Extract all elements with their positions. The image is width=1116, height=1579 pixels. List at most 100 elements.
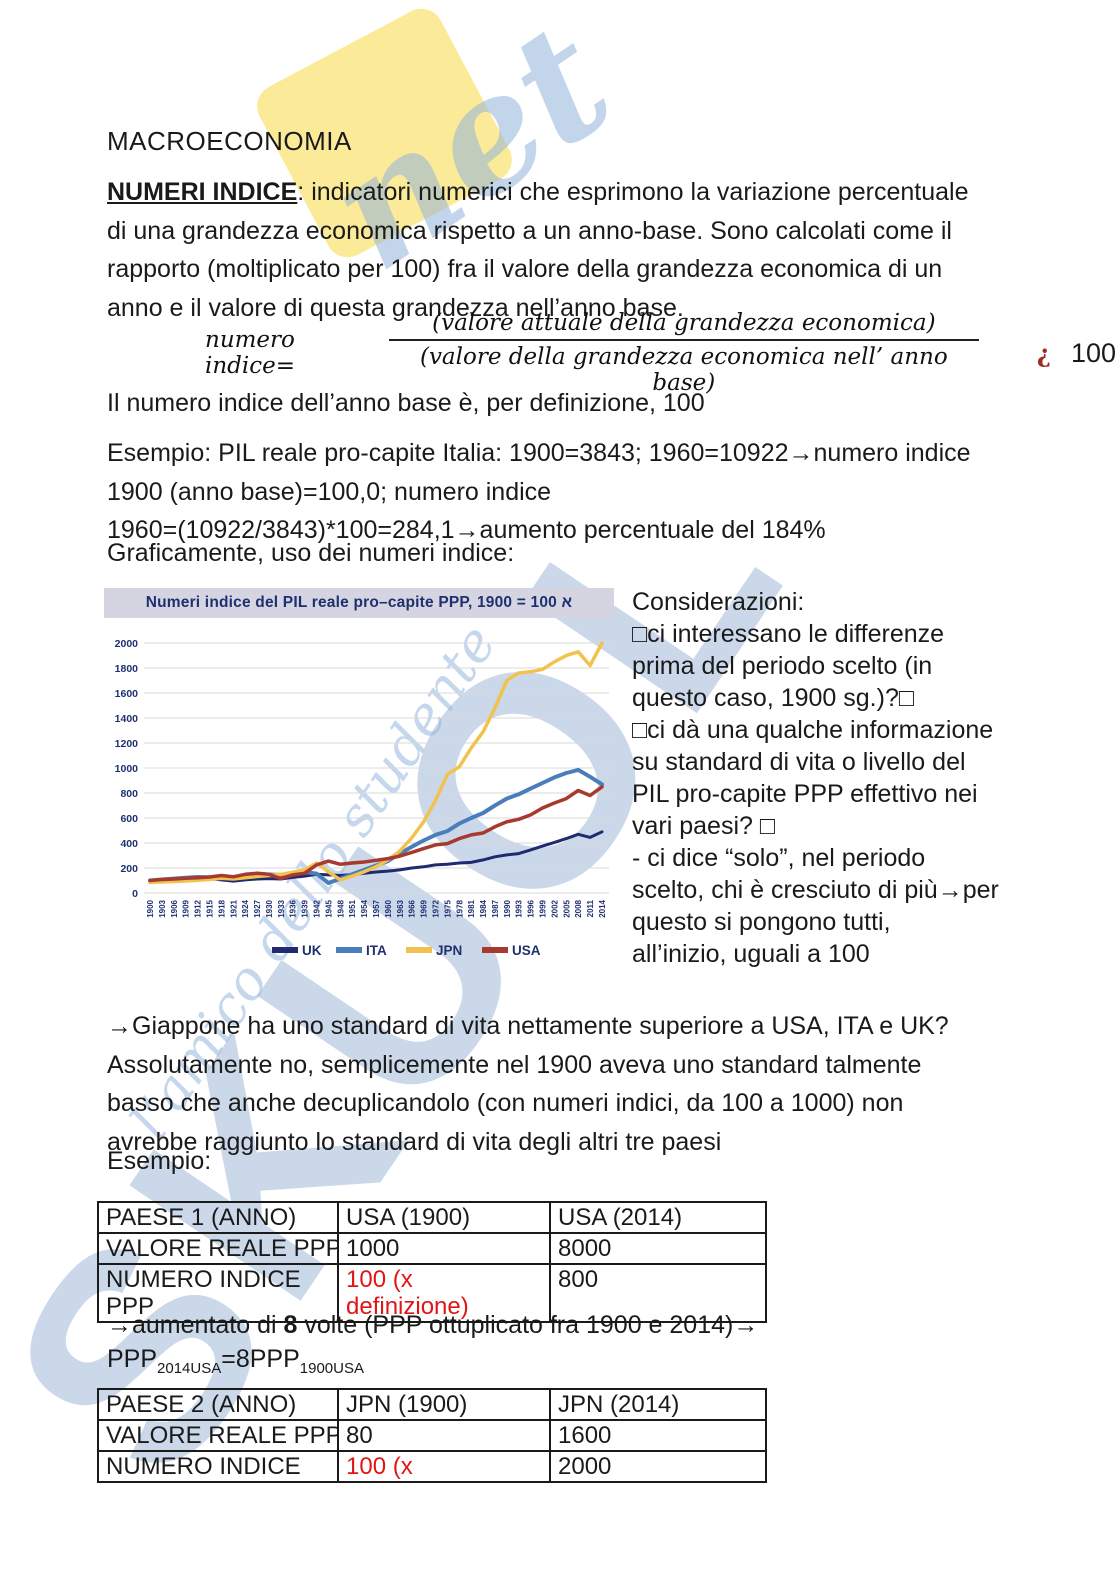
- x-tick-label: 1993: [515, 899, 524, 917]
- ppp-sub2: 1900USA: [299, 1360, 364, 1377]
- x-tick-label: 1984: [479, 899, 488, 917]
- table-cell: VALORE REALE PPP: [97, 1232, 339, 1265]
- table-header-row: PAESE 2 (ANNO) JPN (1900) JPN (2014): [97, 1388, 767, 1421]
- table-cell: 2000: [549, 1450, 767, 1483]
- x-tick-label: 2005: [562, 899, 571, 917]
- x-tick-label: 1945: [324, 899, 333, 917]
- y-tick-label: 600: [120, 813, 138, 825]
- x-tick-label: 1918: [217, 899, 226, 917]
- table-row: VALORE REALE PPP 1000 8000: [97, 1232, 767, 1265]
- text-line: rapporto (moltiplicato per 100) fra il v…: [107, 255, 943, 283]
- legend-label-UK: UK: [302, 943, 322, 958]
- text-line: □ci dà una qualche informazione: [632, 716, 994, 744]
- table-row: VALORE REALE PPP 80 1600: [97, 1419, 767, 1452]
- table-cell: 80: [337, 1419, 551, 1452]
- considerations-heading: Considerazioni:: [632, 588, 805, 616]
- y-tick-label: 1200: [115, 738, 139, 750]
- y-tick-label: 2000: [115, 638, 139, 650]
- x-tick-label: 2011: [586, 899, 595, 917]
- text-line: prima del periodo scelto (in: [632, 652, 933, 680]
- x-tick-label: 1978: [455, 899, 464, 917]
- y-tick-label: 0: [132, 888, 138, 900]
- text-line: NUMERI INDICE: indicatori numerici che e…: [107, 173, 968, 212]
- table-row: NUMERO INDICE PPP 100 (x definizione) 800: [97, 1263, 767, 1323]
- table-cell: NUMERO INDICE: [97, 1450, 339, 1483]
- x-tick-label: 1948: [336, 899, 345, 917]
- text-line: PIL pro-capite PPP effettivo nei: [632, 780, 978, 808]
- x-tick-label: 1942: [313, 899, 322, 917]
- series-line-UK: [148, 830, 604, 883]
- text-line: vari paesi? □: [632, 812, 775, 840]
- legend-label-ITA: ITA: [366, 943, 387, 958]
- text-line: 1900 (anno base)=100,0; numero indice: [107, 477, 552, 506]
- x-tick-label: 1915: [205, 899, 214, 917]
- series-line-JPN: [148, 641, 604, 885]
- increase-note-pre: →aumentato di: [107, 1311, 284, 1339]
- formula-denominator: (valore della grandezza economica nell’ …: [419, 344, 948, 396]
- y-tick-label: 400: [120, 838, 138, 850]
- x-tick-label: 1990: [503, 899, 512, 917]
- ppp-p1: PPP: [107, 1345, 158, 1373]
- x-tick-label: 1996: [527, 899, 536, 917]
- x-tick-label: 1927: [253, 899, 262, 917]
- x-tick-label: 1933: [277, 899, 286, 917]
- chart-plot: 0 200 400 600 800 1000 1200 1400 1600 1800 2000 190…: [115, 638, 609, 958]
- text-line: di una grandezza economica rispetto a un…: [107, 216, 952, 245]
- table-header-cell: PAESE 1 (ANNO): [97, 1201, 339, 1234]
- formula-numerator: (valore attuale della grandezza economic…: [388, 310, 979, 341]
- chart-title: Numeri indice del PIL reale pro–capite P…: [104, 588, 614, 618]
- text-line: →Giappone ha uno standard di vita nettam…: [107, 1012, 949, 1040]
- y-tick-label: 200: [120, 863, 138, 875]
- x-tick-label: 1900: [146, 899, 155, 917]
- text-line: scelto, chi è cresciuto di più→per: [632, 876, 999, 904]
- table-cell: 100 (x: [337, 1450, 551, 1483]
- x-tick-label: 1960: [384, 899, 393, 917]
- table-header-cell: USA (2014): [549, 1201, 767, 1234]
- page-title: MACROECONOMIA: [107, 126, 352, 156]
- increase-note-bold: 8: [283, 1311, 298, 1339]
- ppp-p2: =8PPP: [221, 1345, 300, 1373]
- x-tick-label: 1966: [408, 899, 417, 917]
- index-formula: numero indice= (valore attuale della gra…: [205, 310, 1116, 396]
- formula-times-value: 100: [1070, 337, 1116, 368]
- table-cell: 1000: [337, 1232, 551, 1265]
- x-tick-label: 1951: [348, 899, 357, 917]
- intro-paragraph: NUMERI INDICE: indicatori numerici che e…: [107, 173, 968, 327]
- text-line: questo si pongono tutti,: [632, 908, 891, 936]
- table-cell: 800: [549, 1263, 767, 1323]
- y-tick-label: 1800: [115, 663, 139, 675]
- text-line: □ci interessano le differenze: [632, 620, 945, 648]
- example-label: Esempio:: [107, 1147, 212, 1175]
- y-tick-label: 1400: [115, 713, 139, 725]
- formula-fraction: (valore attuale della grandezza economic…: [388, 310, 979, 396]
- x-tick-label: 1954: [360, 899, 369, 917]
- x-tick-label: 1999: [539, 899, 548, 917]
- table-cell: 8000: [549, 1232, 767, 1265]
- table-header-cell: PAESE 2 (ANNO): [97, 1388, 339, 1421]
- japan-paragraph: →Giappone ha uno standard di vita nettam…: [107, 1007, 949, 1161]
- ppp-identity: PPP2014USA=8PPP1900USA: [107, 1345, 364, 1377]
- increase-note: →aumentato di 8 volte (PPP ottuplicato f…: [107, 1311, 758, 1340]
- x-tick-label: 2008: [574, 899, 583, 917]
- text-line: su standard di vita o livello del: [632, 748, 966, 776]
- table-header-cell: JPN (2014): [549, 1388, 767, 1421]
- table-header-cell: USA (1900): [337, 1201, 551, 1234]
- x-tick-label: 1921: [229, 899, 238, 917]
- table-cell: 1600: [549, 1419, 767, 1452]
- ppp-sub1: 2014USA: [157, 1360, 222, 1377]
- y-tick-label: 1000: [115, 763, 139, 775]
- x-tick-label: 1987: [491, 899, 500, 917]
- x-tick-label: 1975: [443, 899, 452, 917]
- x-tick-label: 1939: [301, 899, 310, 917]
- considerations-block: Considerazioni: □ci interessano le diffe…: [632, 586, 1092, 970]
- index-chart: Numeri indice del PIL reale pro–capite P…: [104, 588, 614, 968]
- table-paese-1: PAESE 1 (ANNO) USA (1900) USA (2014) VALORE…: [97, 1201, 767, 1323]
- table-paese-2: PAESE 2 (ANNO) JPN (1900) JPN (2014) VALORE…: [97, 1388, 767, 1483]
- x-tick-label: 1972: [431, 899, 440, 917]
- formula-times-symbol: ¿: [1036, 338, 1051, 368]
- table-header-row: PAESE 1 (ANNO) USA (1900) USA (2014): [97, 1201, 767, 1234]
- text-line: avrebbe raggiunto lo standard di vita de…: [107, 1127, 722, 1156]
- table-row: NUMERO INDICE 100 (x 2000: [97, 1450, 767, 1483]
- x-tick-label: 1909: [182, 899, 191, 917]
- text-line: all’inizio, uguali a 100: [632, 940, 870, 968]
